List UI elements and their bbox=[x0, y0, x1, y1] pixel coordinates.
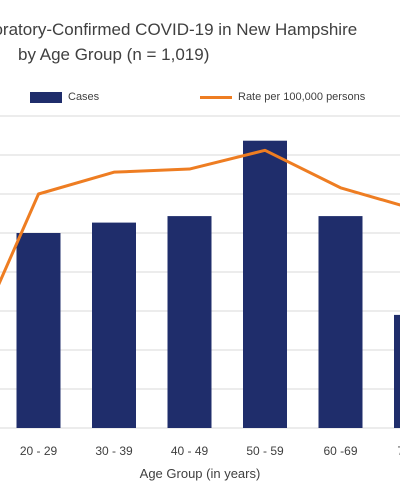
bar-cases-1 bbox=[16, 233, 61, 428]
legend-item-rate: Rate per 100,000 persons bbox=[200, 91, 365, 103]
legend-label-cases: Cases bbox=[68, 91, 100, 103]
legend-item-cases: Cases bbox=[30, 91, 99, 103]
chart-title: boratory-Confirmed COVID-19 in New Hamps… bbox=[0, 20, 358, 39]
bar-cases-2 bbox=[92, 222, 136, 428]
bar-cases-5 bbox=[318, 216, 363, 428]
legend-swatch-cases bbox=[30, 91, 62, 103]
x-tick-label: 30 - 39 bbox=[95, 444, 133, 458]
legend-swatch-rate bbox=[200, 95, 232, 99]
bar-cases-6 bbox=[394, 314, 400, 428]
chart-subtitle: by Age Group (n = 1,019) bbox=[18, 45, 210, 64]
x-tick-label: 60 -69 bbox=[323, 444, 357, 458]
x-tick-label: 50 - 59 bbox=[246, 444, 284, 458]
bar-cases-3 bbox=[167, 216, 212, 428]
x-tick-label: 40 - 49 bbox=[171, 444, 209, 458]
legend-label-rate: Rate per 100,000 persons bbox=[238, 91, 366, 103]
x-axis-title: Age Group (in years) bbox=[139, 466, 261, 481]
x-tick-label: 20 - 29 bbox=[20, 444, 58, 458]
x-tick-label: 70 - 79 bbox=[397, 444, 400, 458]
line-rate bbox=[0, 148, 400, 286]
bar-cases-4 bbox=[243, 140, 287, 428]
